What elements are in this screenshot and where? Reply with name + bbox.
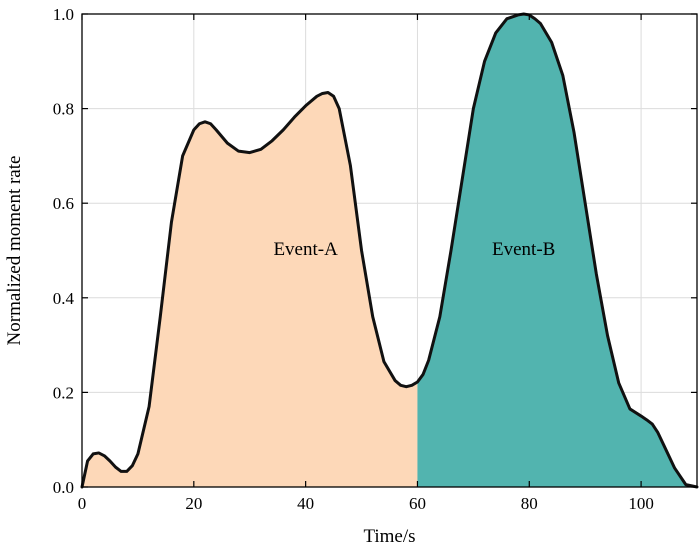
event-label: Event-A	[273, 239, 338, 260]
y-tick-label: 0.2	[53, 383, 74, 402]
x-tick-label: 20	[185, 494, 202, 513]
y-tick-label: 0.6	[53, 194, 74, 213]
y-tick-label: 0.0	[53, 478, 74, 497]
plot-frame	[81, 13, 698, 488]
event-label: Event-B	[492, 239, 555, 260]
event-b-area	[417, 14, 697, 487]
x-tick-label: 60	[409, 494, 426, 513]
x-tick-label: 40	[297, 494, 314, 513]
axis-ticks: 0 20 40 60 80 100 0.0 0.2 0.4 0.6 0.8 1.0	[53, 5, 697, 513]
y-tick-label: 1.0	[53, 5, 74, 24]
y-tick-label: 0.8	[53, 100, 74, 119]
x-tick-label: 100	[628, 494, 654, 513]
annotations: Event-A Event-B	[273, 239, 555, 260]
moment-rate-line	[80, 12, 699, 489]
y-axis-label: Normalized moment rate	[4, 156, 25, 346]
area-fills	[82, 14, 697, 488]
y-tick-label: 0.4	[53, 289, 75, 308]
x-tick-label: 0	[78, 494, 87, 513]
x-axis-label: Time/s	[363, 526, 415, 547]
x-tick-label: 80	[521, 494, 538, 513]
event-a-area	[82, 92, 418, 488]
moment-rate-curve	[80, 12, 699, 489]
